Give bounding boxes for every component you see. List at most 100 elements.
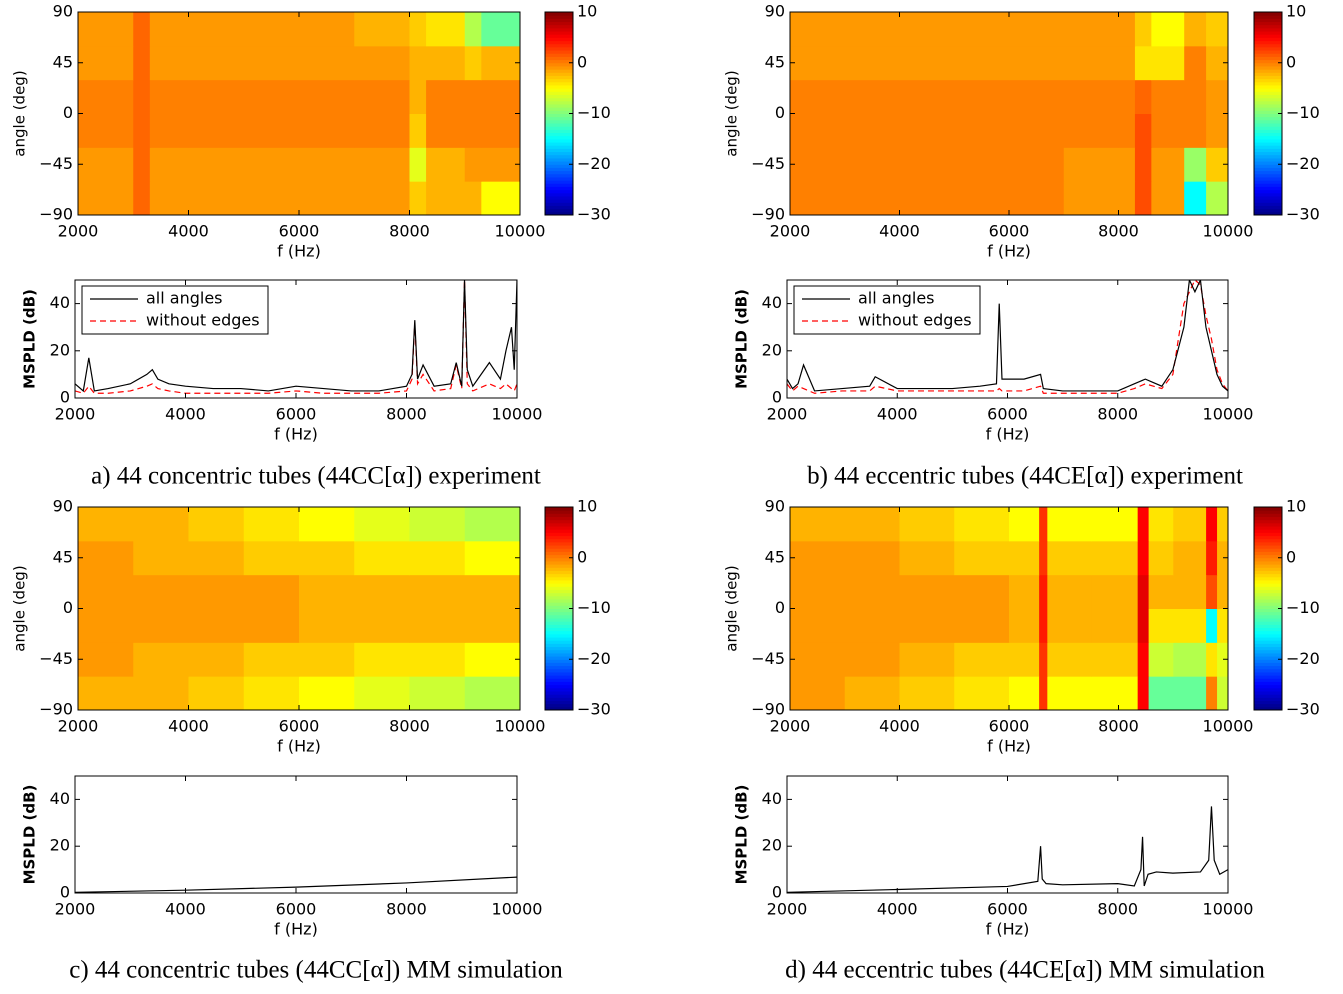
heatmap-cell <box>954 79 1010 114</box>
heatmap-cell <box>243 540 300 576</box>
colorbar-segment <box>1254 78 1282 83</box>
colorbar-segment <box>1254 157 1282 162</box>
heatmap-cell <box>78 79 134 114</box>
heatmap-cell <box>1148 608 1174 643</box>
colorbar-segment <box>1254 510 1282 514</box>
heatmap-cell <box>790 574 846 609</box>
colorbar-segment <box>545 614 573 619</box>
colorbar-segment <box>1254 142 1282 146</box>
colorbar-segment <box>1254 627 1282 632</box>
heatmap-cell <box>133 507 189 542</box>
colorbar-segment <box>545 84 573 89</box>
colorbar-segment <box>545 649 573 654</box>
colorbar-segment <box>545 618 573 622</box>
heatmap-cell <box>1009 12 1065 47</box>
heatmap-cell <box>1091 676 1139 711</box>
x-tick-label: 8000 <box>389 717 430 736</box>
heatmap-cell <box>954 45 1010 81</box>
heatmap-cell <box>409 181 427 216</box>
heatmap-cell <box>844 642 900 677</box>
heatmap-cell <box>299 147 355 182</box>
axes-frame <box>786 775 1229 894</box>
colorbar-segment <box>545 586 573 590</box>
colorbar-segment <box>545 69 573 73</box>
heatmap-cell <box>1137 676 1150 711</box>
heatmap-cell <box>426 12 466 47</box>
heatmap-cell <box>409 113 427 148</box>
colorbar-segment <box>1254 697 1282 701</box>
colorbar-segment <box>545 662 573 667</box>
series-line <box>75 280 517 393</box>
x-tick-label: 4000 <box>165 900 206 919</box>
heatmap-cell <box>1151 45 1185 81</box>
colorbar-segment <box>1254 516 1282 521</box>
y-tick-label: −90 <box>751 700 785 719</box>
colorbar-segment <box>545 186 573 191</box>
heatmap-cell <box>78 676 134 711</box>
heatmap-cell <box>1137 608 1150 643</box>
heatmap-cell <box>1118 181 1136 216</box>
colorbar-segment <box>545 516 573 521</box>
colorbar-segment <box>545 21 573 26</box>
colorbar-segment <box>545 202 573 206</box>
heatmap-cell <box>1009 540 1040 576</box>
legend-label: all angles <box>858 289 935 308</box>
heatmap-cell <box>1134 79 1152 114</box>
colorbar-segment <box>1254 31 1282 35</box>
colorbar-segment <box>1254 97 1282 102</box>
colorbar-segment <box>1254 53 1282 57</box>
colorbar-segment <box>1254 675 1282 679</box>
colorbar-segment <box>1254 167 1282 172</box>
colorbar-segment <box>545 142 573 146</box>
heatmap-cell <box>899 676 955 711</box>
legend-box <box>81 285 269 335</box>
y-tick-label: 90 <box>765 497 785 516</box>
heatmap-cell <box>481 147 521 182</box>
heatmap-cell <box>188 676 245 711</box>
colorbar-segment <box>545 573 573 578</box>
y-tick-label: 20 <box>762 340 782 359</box>
colorbar-segment <box>545 633 573 638</box>
heatmap-cell <box>409 540 466 576</box>
heatmap-cell <box>1151 181 1185 216</box>
colorbar-segment <box>1254 652 1282 657</box>
heatmap-cell <box>299 507 355 542</box>
colorbar-segment <box>545 161 573 165</box>
colorbar-segment <box>1254 65 1282 70</box>
heatmap-cell <box>354 12 410 47</box>
heatmap-cell <box>1039 574 1048 609</box>
x-tick-label: 6000 <box>987 405 1028 424</box>
heatmap-cell <box>1148 642 1174 677</box>
colorbar-segment <box>545 164 573 168</box>
heatmap-cell <box>149 45 189 81</box>
heatmap-cell <box>1184 79 1207 114</box>
colorbar-segment <box>545 195 573 200</box>
colorbar-segment <box>1254 694 1282 698</box>
heatmap-cell <box>1118 12 1136 47</box>
colorbar-segment <box>545 541 573 546</box>
colorbar-segment <box>1254 15 1282 19</box>
x-tick-label: 4000 <box>879 222 920 241</box>
x-axis-label: f (Hz) <box>987 737 1031 756</box>
heatmap-cell <box>1206 79 1229 114</box>
heatmap-cell <box>1184 181 1207 216</box>
colorbar-segment <box>545 135 573 140</box>
heatmap-cell <box>1217 540 1229 576</box>
heatmap-cell <box>354 642 410 677</box>
colorbar-segment <box>545 583 573 587</box>
y-tick-label: 45 <box>765 547 785 566</box>
colorbar-segment <box>1254 148 1282 153</box>
colorbar-segment <box>545 167 573 172</box>
colorbar-tick-label: −20 <box>577 649 611 668</box>
heatmap-cell <box>1009 676 1040 711</box>
colorbar-segment <box>1254 145 1282 149</box>
heatmap-cell <box>243 12 300 47</box>
heatmap-cell <box>1134 113 1152 148</box>
colorbar-segment <box>1254 116 1282 121</box>
colorbar-segment <box>545 119 573 124</box>
heatmap-cell <box>1206 45 1229 81</box>
colorbar-segment <box>1254 700 1282 705</box>
colorbar-segment <box>545 145 573 149</box>
x-tick-label: 6000 <box>276 900 317 919</box>
heatmap-cell <box>1047 507 1092 542</box>
